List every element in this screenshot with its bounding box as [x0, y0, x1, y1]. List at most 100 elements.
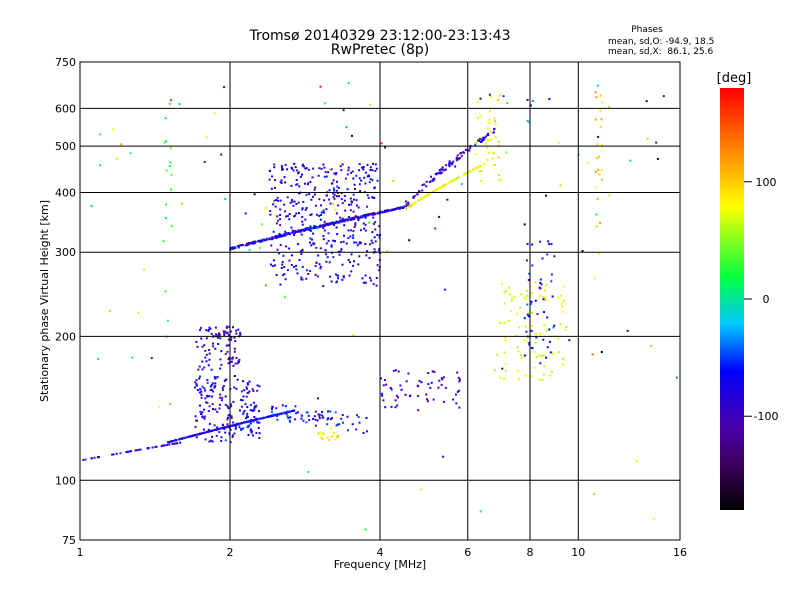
data-point: [305, 226, 308, 229]
data-point: [488, 139, 491, 142]
data-point: [348, 216, 351, 219]
data-point: [355, 199, 358, 202]
data-point: [483, 137, 486, 140]
data-point: [215, 333, 217, 336]
data-point: [318, 263, 321, 266]
data-point: [543, 365, 546, 368]
data-point: [270, 263, 272, 266]
data-point: [193, 434, 196, 437]
data-point: [311, 238, 313, 241]
data-point: [565, 326, 568, 328]
data-point: [227, 414, 230, 417]
data-point: [364, 243, 367, 245]
data-point: [488, 110, 491, 113]
data-point: [265, 206, 268, 209]
data-point: [199, 410, 202, 413]
data-point: [272, 230, 275, 233]
data-point: [112, 128, 115, 131]
data-point: [375, 277, 378, 279]
data-point: [374, 212, 377, 215]
data-point: [526, 303, 529, 306]
data-point: [137, 311, 140, 314]
data-point: [204, 389, 206, 392]
data-point: [340, 241, 343, 244]
data-point: [251, 409, 254, 412]
data-point: [563, 285, 566, 288]
data-point: [220, 350, 223, 353]
data-point: [423, 196, 426, 199]
data-point: [448, 165, 451, 168]
data-point: [364, 182, 367, 185]
data-point: [289, 410, 292, 413]
data-point: [531, 324, 533, 327]
data-point: [196, 419, 198, 422]
data-point: [204, 356, 207, 359]
data-point: [253, 407, 256, 410]
y-tick-label: 100: [55, 474, 76, 487]
data-point: [330, 251, 333, 254]
data-point: [546, 346, 549, 349]
data-point: [151, 446, 154, 449]
data-point: [217, 336, 219, 339]
data-point: [546, 329, 549, 332]
data-point: [275, 199, 278, 201]
data-point: [115, 157, 118, 160]
data-point: [543, 324, 546, 327]
data-point: [443, 400, 445, 403]
data-point: [341, 217, 344, 220]
data-point: [373, 187, 376, 190]
data-point: [595, 213, 598, 216]
data-point: [253, 193, 256, 196]
data-point: [378, 212, 381, 215]
data-point: [238, 426, 241, 429]
data-point: [271, 265, 274, 268]
data-point: [533, 366, 536, 369]
data-point: [322, 209, 325, 212]
data-point: [437, 187, 440, 190]
data-point: [503, 377, 505, 380]
data-point: [525, 259, 528, 262]
data-point: [318, 417, 321, 420]
data-point: [168, 443, 171, 446]
data-point: [211, 435, 213, 438]
data-point: [283, 266, 286, 268]
data-point: [168, 102, 171, 105]
data-point: [265, 416, 268, 419]
data-point: [285, 215, 287, 218]
data-point: [530, 375, 533, 378]
data-point: [531, 243, 534, 246]
data-point: [284, 405, 287, 408]
data-point: [523, 223, 526, 226]
data-point: [218, 403, 221, 406]
data-point: [335, 195, 338, 198]
data-point: [111, 453, 114, 456]
data-point: [164, 117, 167, 120]
data-point: [362, 168, 365, 171]
data-point: [600, 101, 603, 104]
data-point: [662, 95, 665, 98]
data-point: [539, 332, 542, 335]
data-point: [353, 241, 355, 244]
data-point: [384, 406, 387, 409]
data-point: [527, 312, 530, 315]
data-point: [277, 234, 280, 237]
data-point: [252, 401, 255, 404]
data-point: [296, 272, 299, 275]
data-point: [318, 415, 321, 418]
data-point: [345, 218, 347, 221]
data-point: [206, 379, 209, 382]
data-point: [593, 493, 596, 496]
data-point: [343, 194, 346, 197]
data-point: [242, 395, 245, 398]
data-point: [432, 190, 434, 193]
data-point: [90, 204, 93, 207]
data-point: [283, 203, 286, 206]
data-point: [367, 196, 370, 199]
data-point: [346, 218, 349, 221]
data-point: [407, 201, 410, 204]
data-point: [313, 188, 316, 191]
data-point: [433, 189, 436, 192]
data-point: [427, 372, 430, 374]
data-point: [353, 226, 356, 228]
data-point: [545, 356, 547, 359]
